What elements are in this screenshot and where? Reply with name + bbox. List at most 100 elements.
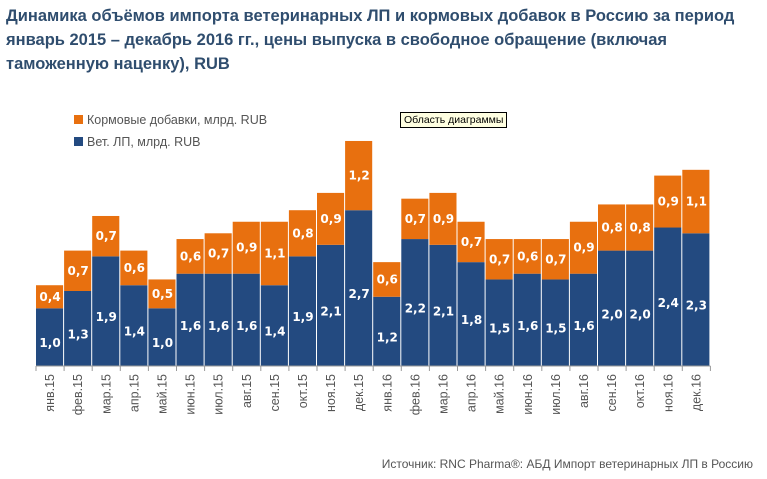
x-tick-label: янв.16 (380, 374, 394, 412)
data-label: 1,3 (68, 327, 89, 341)
data-label: 1,6 (573, 319, 594, 333)
data-label: 1,5 (545, 322, 566, 336)
data-label: 1,6 (517, 319, 538, 333)
bar-segment-vet (654, 227, 682, 366)
legend-item-vet: Вет. ЛП, млрд. RUB (74, 131, 267, 153)
bar-segment-feed (345, 140, 373, 211)
data-label: 0,6 (377, 272, 398, 286)
data-label: 0,7 (405, 212, 426, 226)
data-label: 0,7 (68, 264, 89, 278)
data-label: 1,9 (96, 310, 117, 324)
bar-segment-vet (176, 273, 204, 366)
bar-segment-feed (569, 221, 597, 274)
bar-segment-feed (429, 192, 457, 245)
legend-swatch-orange (74, 115, 83, 124)
x-tick-label: фев.15 (71, 374, 85, 415)
data-label: 0,8 (630, 221, 651, 235)
x-tick-label: авг.16 (577, 374, 591, 408)
x-tick-label: янв.15 (43, 374, 57, 412)
bar-segment-vet (569, 273, 597, 366)
bar-segment-feed (513, 239, 541, 274)
bar-segment-vet (120, 285, 148, 366)
data-label: 2,1 (433, 304, 454, 318)
data-label: 1,0 (152, 336, 173, 350)
x-tick-label: авг.15 (240, 374, 254, 408)
data-label: 1,1 (264, 246, 285, 260)
bar-segment-vet (317, 244, 345, 366)
bar-segment-vet (260, 285, 288, 366)
bar-segment-feed (626, 204, 654, 251)
bar-segment-vet (204, 273, 232, 366)
bar-segment-vet (148, 308, 176, 366)
x-tick-label: ноя.15 (324, 374, 338, 412)
data-label: 1,6 (208, 319, 229, 333)
bar-segment-vet (64, 290, 92, 366)
data-label: 1,6 (180, 319, 201, 333)
bar-segment-feed (260, 221, 288, 286)
legend-label: Вет. ЛП, млрд. RUB (87, 135, 201, 149)
data-label: 1,9 (292, 310, 313, 324)
legend: Кормовые добавки, млрд. RUB Вет. ЛП, млр… (74, 109, 267, 153)
bar-segment-feed (36, 285, 64, 309)
data-label: 2,0 (601, 307, 622, 321)
x-tick-label: окт.16 (633, 374, 647, 408)
bar-segment-feed (457, 221, 485, 263)
bar-segment-vet (288, 256, 316, 366)
x-tick-label: июн.16 (521, 374, 535, 415)
x-tick-label: мар.15 (99, 374, 113, 414)
x-tick-label: ноя.16 (661, 374, 675, 412)
data-label: 1,2 (377, 330, 398, 344)
bar-segment-vet (485, 279, 513, 366)
x-tick-label: май.15 (155, 374, 169, 414)
bar-segment-feed (317, 192, 345, 245)
x-tick-label: май.16 (493, 374, 507, 414)
data-label: 0,4 (39, 290, 60, 304)
tooltip: Область диаграммы (400, 112, 508, 128)
bar-segment-feed (541, 239, 569, 280)
bar-segment-feed (92, 215, 120, 257)
bar-segment-vet (598, 250, 626, 366)
x-tick-label: июл.15 (212, 374, 226, 415)
bar-segment-vet (682, 233, 710, 366)
data-label: 0,9 (573, 241, 594, 255)
bar-segment-feed (654, 175, 682, 228)
chart-title: Динамика объёмов импорта ветеринарных ЛП… (6, 7, 735, 73)
x-tick-label: сен.16 (605, 374, 619, 412)
data-label: 1,5 (489, 322, 510, 336)
bar-segment-feed (598, 204, 626, 251)
data-label: 0,7 (208, 246, 229, 260)
data-label: 2,0 (630, 307, 651, 321)
data-label: 1,1 (686, 195, 707, 209)
data-label: 0,9 (433, 212, 454, 226)
data-label: 0,6 (517, 249, 538, 263)
x-tick-label: дек.16 (689, 374, 703, 411)
bar-segment-vet (232, 273, 260, 366)
bar-segment-vet (36, 308, 64, 366)
data-label: 0,7 (461, 235, 482, 249)
data-label: 2,3 (686, 299, 707, 313)
bar-segment-vet (345, 210, 373, 366)
data-label: 1,4 (124, 325, 145, 339)
bar-segment-vet (541, 279, 569, 366)
x-tick-label: сен.15 (268, 374, 282, 412)
bar-segment-vet (513, 273, 541, 366)
data-label: 0,9 (236, 241, 257, 255)
x-tick-label: фев.16 (408, 374, 422, 415)
bar-segment-vet (626, 250, 654, 366)
bar-segment-feed (288, 210, 316, 257)
bar-segment-feed (204, 233, 232, 274)
x-tick-label: дек.15 (352, 374, 366, 411)
data-label: 1,8 (461, 313, 482, 327)
legend-swatch-blue (74, 137, 83, 146)
data-label: 0,7 (489, 252, 510, 266)
x-tick-label: июн.15 (184, 374, 198, 415)
bar-segment-vet (373, 296, 401, 366)
bar-segment-vet (92, 256, 120, 366)
data-label: 2,4 (658, 296, 679, 310)
bar-segment-feed (373, 262, 401, 297)
data-label: 1,4 (264, 325, 285, 339)
data-label: 0,8 (292, 226, 313, 240)
data-label: 0,6 (180, 249, 201, 263)
data-label: 2,1 (320, 304, 341, 318)
